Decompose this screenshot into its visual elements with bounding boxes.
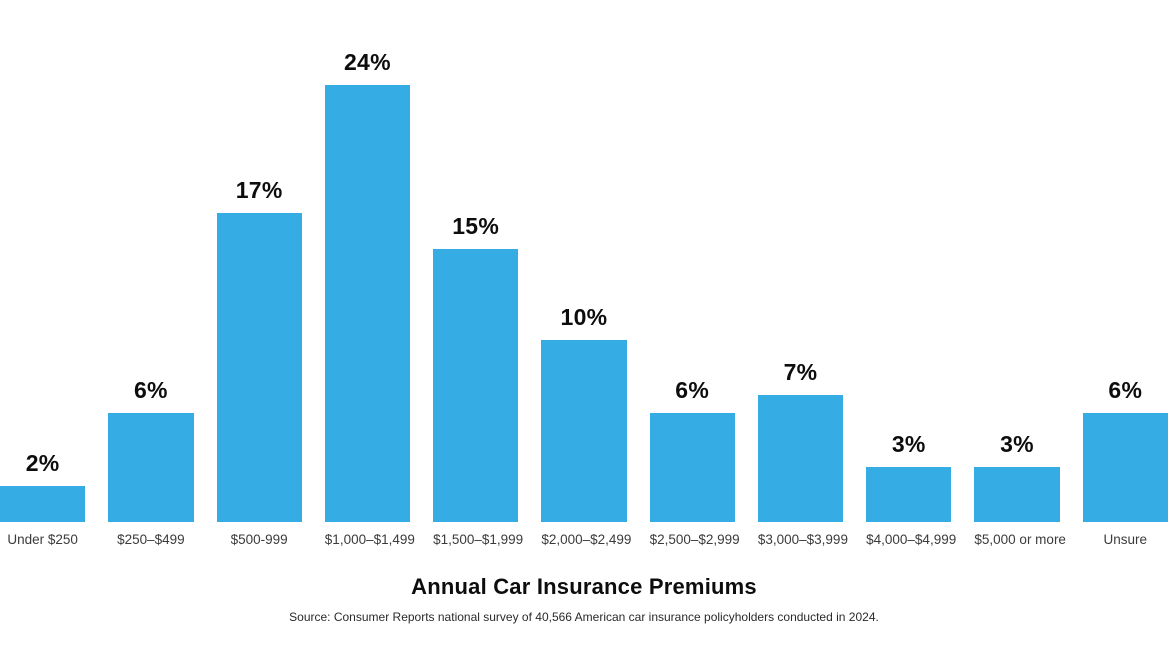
value-label: 10% <box>560 304 608 330</box>
value-label: 15% <box>452 213 500 239</box>
category-label: $3,000–$3,999 <box>757 532 848 547</box>
category-label: $500-999 <box>230 532 288 547</box>
source-note: Source: Consumer Reports national survey… <box>289 610 879 625</box>
bar <box>433 249 519 522</box>
bar <box>974 467 1060 522</box>
value-label: 3% <box>1000 431 1034 458</box>
chart-title: Annual Car Insurance Premiums <box>411 574 757 600</box>
bar-column: 15% <box>433 213 519 522</box>
category-label: Unsure <box>1103 532 1148 547</box>
value-label: 17% <box>235 176 283 203</box>
bar-column: 2% <box>0 449 86 522</box>
category-label: $2,500–$2,999 <box>649 532 740 547</box>
bar <box>108 412 194 522</box>
bar-column: 7% <box>757 358 844 522</box>
category-label: $1,000–$1,499 <box>324 532 415 547</box>
bar-column: 17% <box>216 176 302 522</box>
category-label: $2,000–$2,499 <box>541 532 632 547</box>
bar <box>649 412 735 522</box>
category-row: Under $250 $250–$499 $500-999 $1,000–$1,499… <box>0 532 1168 548</box>
category-label: $250–$499 <box>117 532 185 547</box>
value-label: 3% <box>891 431 926 458</box>
bar <box>541 340 627 522</box>
bar-column: 24% <box>324 49 411 522</box>
value-label: 6% <box>1108 376 1143 403</box>
bar-chart: 2% 6% 17% 24% 15% 10% 6% 7% 3% 3% 6% <box>0 49 1168 522</box>
value-label: 24% <box>343 49 391 76</box>
bar <box>324 85 411 522</box>
category-label: $5,000 or more <box>974 532 1066 547</box>
category-label: Under $250 <box>7 532 78 547</box>
bar-column: 6% <box>1082 376 1168 522</box>
bar-column: 6% <box>649 376 735 522</box>
value-label: 2% <box>25 449 60 476</box>
value-label: 7% <box>783 358 818 385</box>
bar-column: 10% <box>541 304 627 522</box>
bar-column: 6% <box>108 376 194 522</box>
category-label: $1,500–$1,999 <box>433 532 524 547</box>
bar <box>866 467 952 522</box>
bar-column: 3% <box>866 431 952 522</box>
value-label: 6% <box>133 376 168 403</box>
bar <box>216 212 302 522</box>
bar-column: 3% <box>974 431 1060 522</box>
bar <box>1082 412 1168 522</box>
category-label: $4,000–$4,999 <box>866 532 957 547</box>
bar <box>757 394 844 522</box>
bar <box>0 485 86 522</box>
value-label: 6% <box>675 376 710 403</box>
